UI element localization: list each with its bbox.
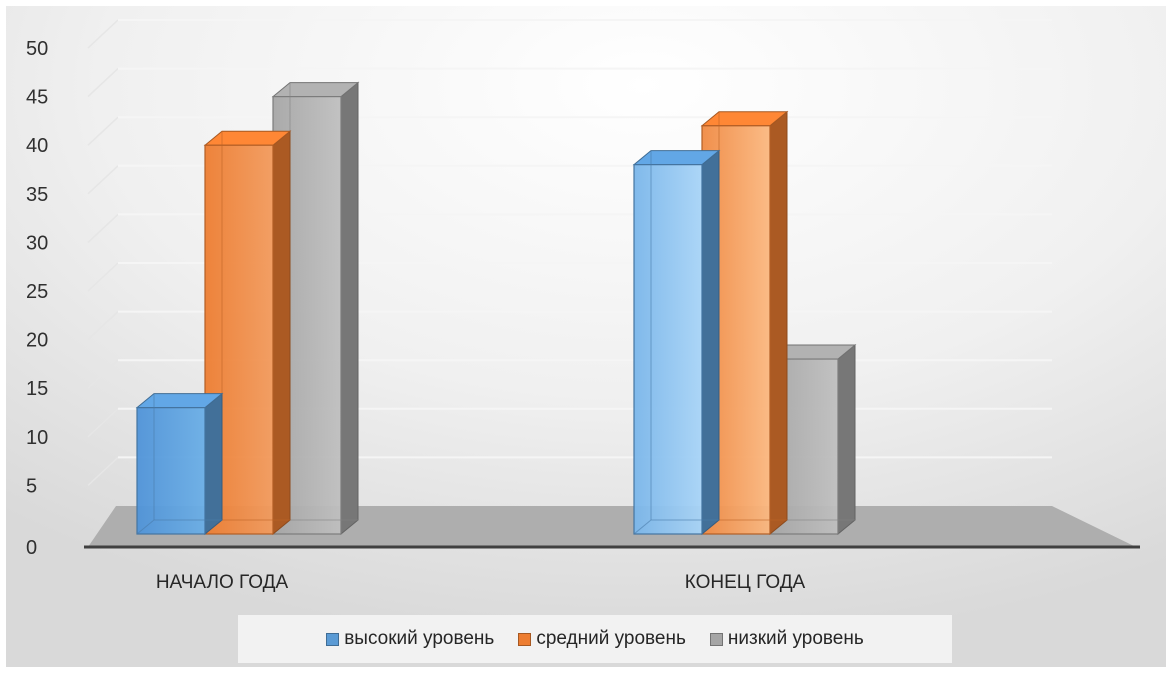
y-tick-label: 25 bbox=[26, 281, 48, 303]
y-tick-label: 40 bbox=[26, 135, 48, 157]
gridline-depth bbox=[87, 68, 119, 98]
gridline-depth bbox=[87, 408, 119, 438]
bar bbox=[204, 144, 274, 535]
y-tick-label: 20 bbox=[26, 330, 48, 352]
gridline-depth bbox=[87, 456, 119, 486]
gridline-depth bbox=[87, 359, 119, 389]
bar bbox=[136, 407, 206, 535]
legend-label: низкий уровень bbox=[727, 628, 864, 649]
category-label: НАЧАЛО ГОДА bbox=[156, 572, 289, 593]
chart-background bbox=[6, 6, 1166, 667]
bar-edge bbox=[136, 519, 222, 535]
bar-side bbox=[701, 149, 720, 536]
legend-swatch bbox=[518, 632, 532, 646]
y-tick-label: 0 bbox=[26, 537, 37, 559]
y-tick-label: 5 bbox=[26, 475, 37, 497]
legend: высокий уровень средний уровень низкий уро… bbox=[238, 615, 952, 663]
bar-side bbox=[769, 110, 788, 536]
y-tick-label: 15 bbox=[26, 378, 48, 400]
legend-swatch bbox=[326, 632, 340, 646]
bar bbox=[633, 164, 703, 535]
y-tick-label: 45 bbox=[26, 87, 48, 109]
gridline-depth bbox=[87, 311, 119, 341]
gridline-depth bbox=[87, 213, 119, 243]
bar-side bbox=[837, 343, 856, 536]
bar-side bbox=[340, 81, 359, 536]
gridline-depth bbox=[87, 262, 119, 292]
y-tick-label: 30 bbox=[26, 232, 48, 254]
legend-swatch bbox=[709, 632, 723, 646]
gridline-depth bbox=[87, 116, 119, 146]
bar-side bbox=[204, 392, 223, 536]
y-tick-label: 35 bbox=[26, 184, 48, 206]
bar-side bbox=[272, 130, 291, 536]
gridline-depth bbox=[87, 19, 119, 49]
legend-item: низкий уровень bbox=[709, 628, 864, 650]
legend-label: средний уровень bbox=[536, 628, 686, 649]
legend-label: высокий уровень bbox=[344, 628, 495, 649]
category-label: КОНЕЦ ГОДА bbox=[685, 572, 806, 593]
bar-edge bbox=[633, 519, 719, 535]
gridline-depth bbox=[87, 165, 119, 195]
y-tick-label: 10 bbox=[26, 427, 48, 449]
legend-item: высокий уровень bbox=[326, 628, 494, 650]
legend-item: средний уровень bbox=[518, 628, 686, 650]
y-tick-label: 50 bbox=[26, 38, 48, 60]
